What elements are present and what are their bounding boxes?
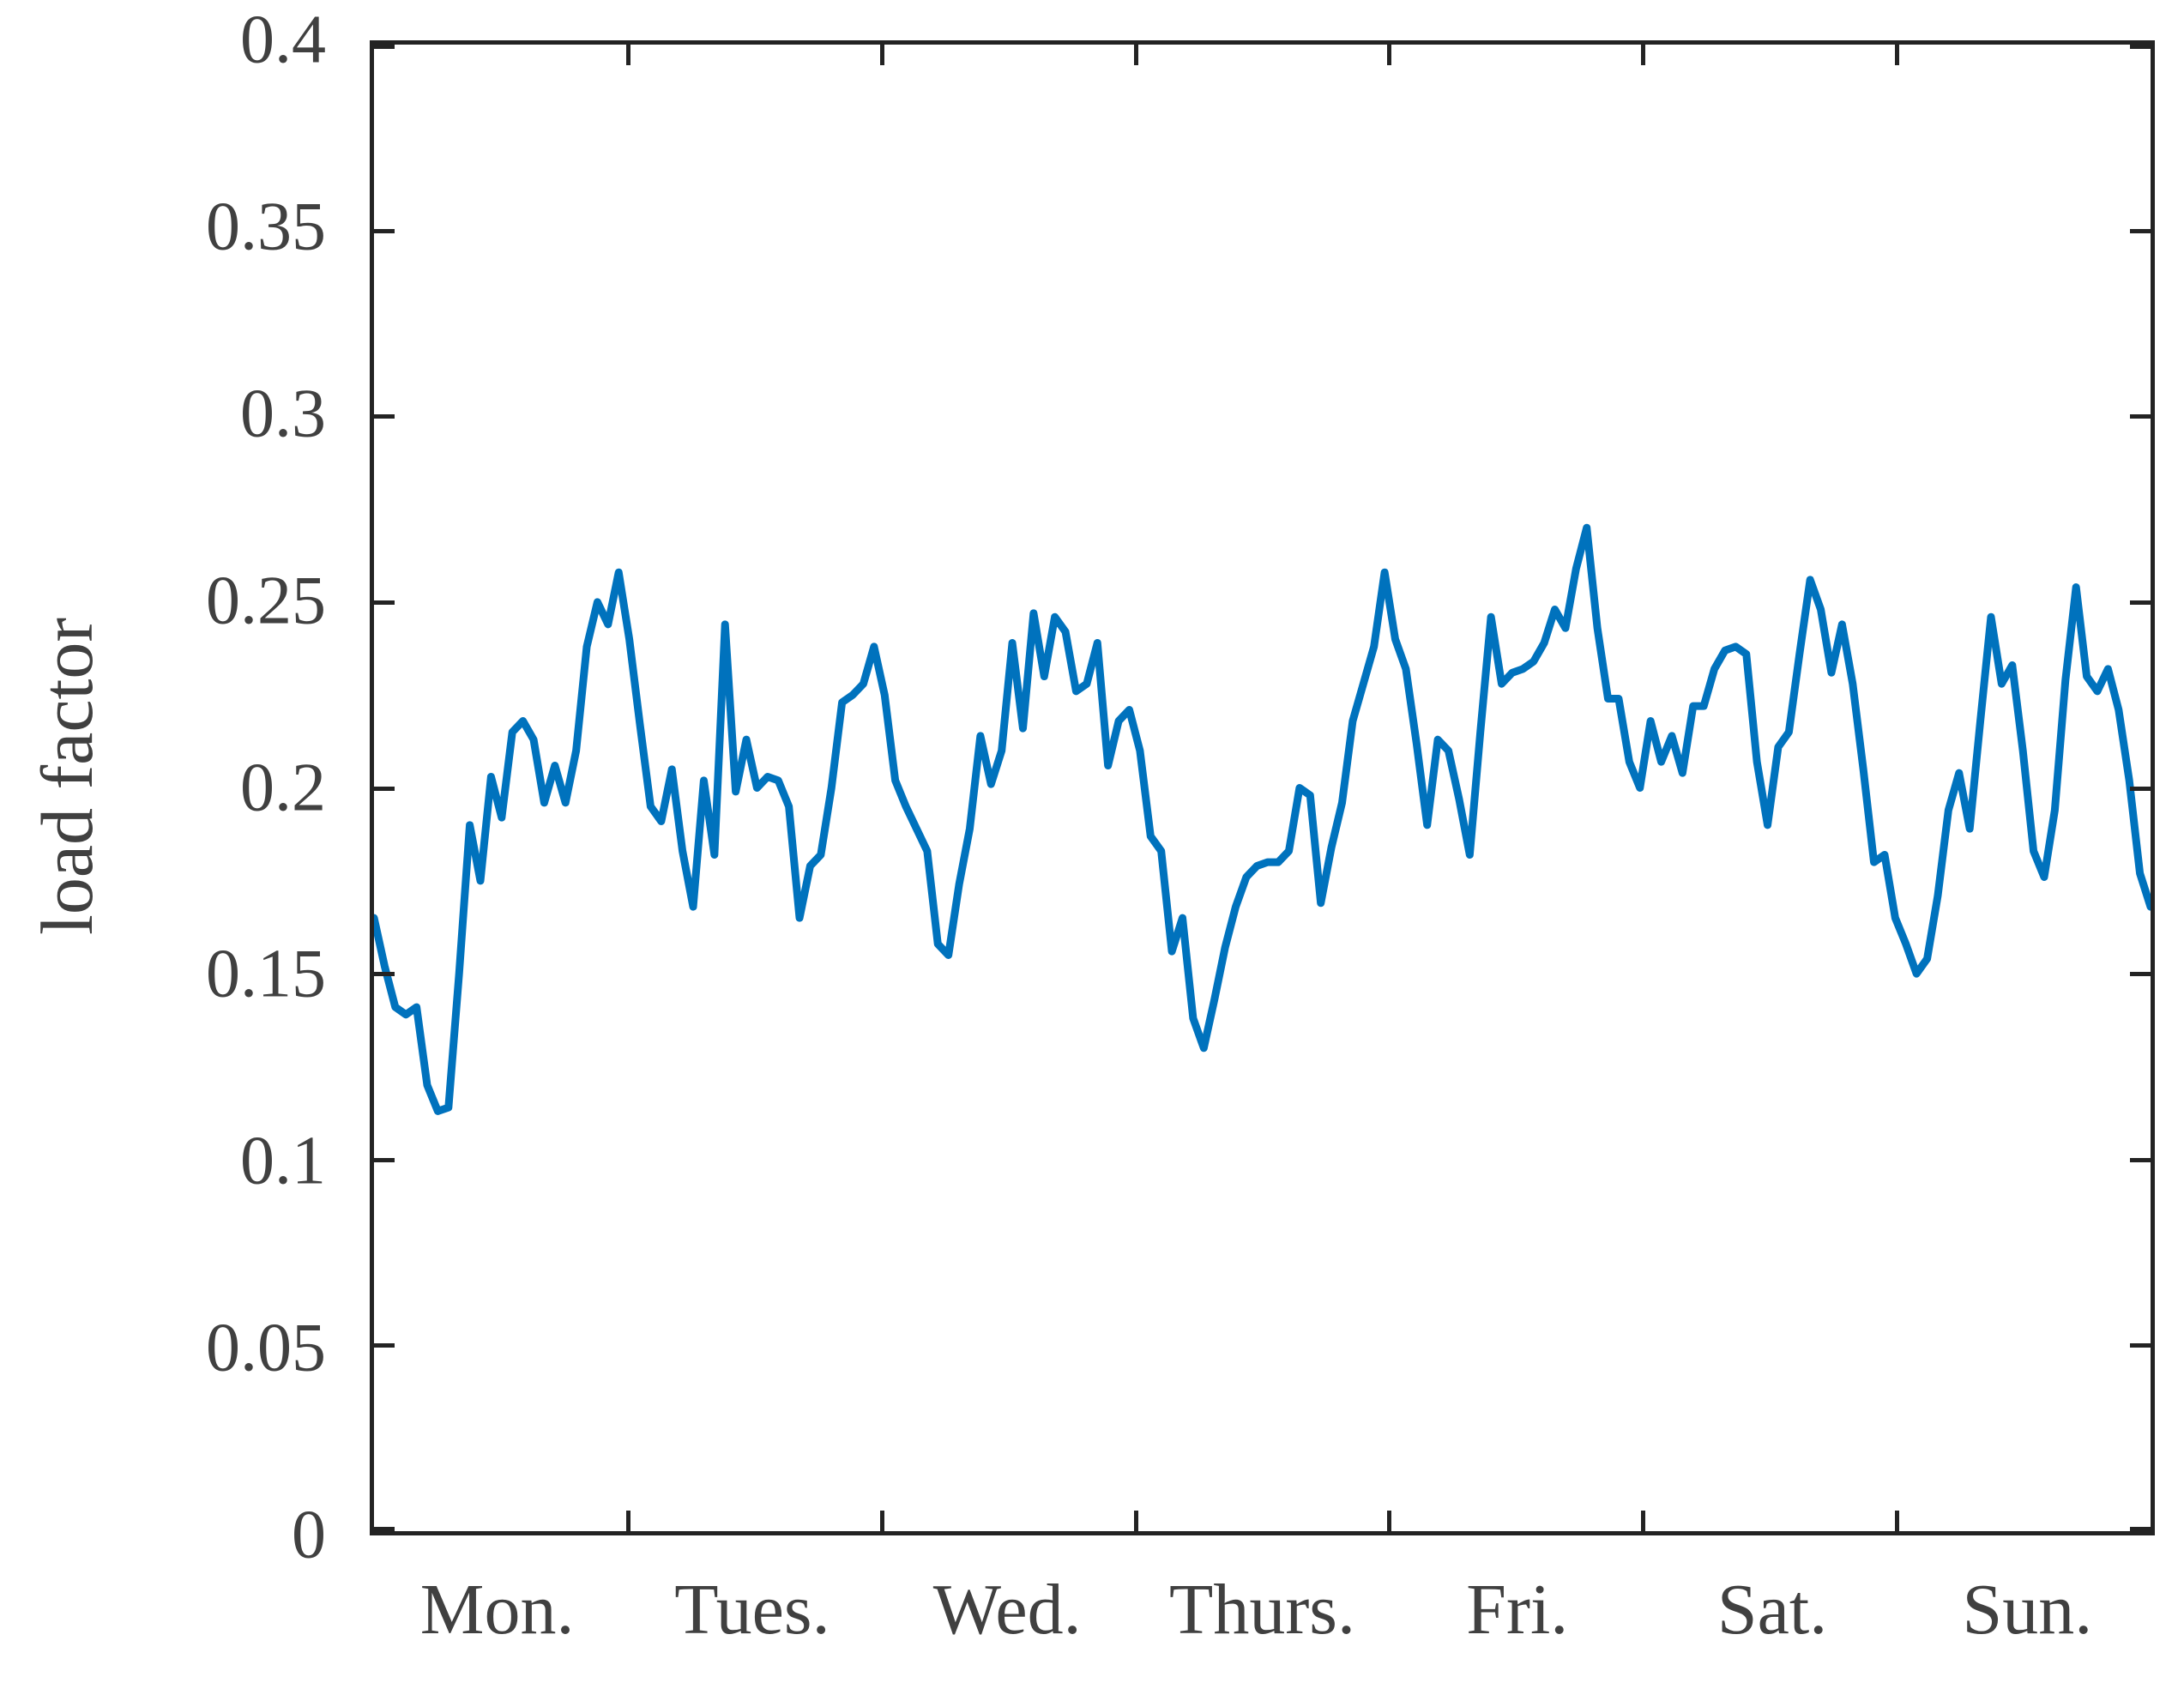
y-tick <box>374 787 395 791</box>
y-tick <box>2130 45 2151 49</box>
x-tick-label: Mon. <box>419 1570 575 1650</box>
x-tick-label: Wed. <box>932 1570 1082 1650</box>
x-tick-label: Fri. <box>1466 1570 1569 1650</box>
y-tick <box>374 972 395 976</box>
y-tick-label: 0 <box>292 1497 326 1573</box>
plot-area <box>370 40 2155 1535</box>
x-tick <box>1387 45 1391 65</box>
y-tick-label: 0.35 <box>206 189 326 265</box>
y-tick-label: 0.4 <box>240 2 326 78</box>
x-tick <box>1895 1511 1899 1531</box>
y-tick <box>2130 1527 2151 1531</box>
x-tick-label: Tues. <box>674 1570 830 1650</box>
y-tick <box>2130 972 2151 976</box>
y-tick <box>374 600 395 605</box>
y-tick <box>2130 1343 2151 1348</box>
x-tick <box>880 45 884 65</box>
x-tick-label: Sat. <box>1716 1570 1828 1650</box>
line-chart-svg <box>374 45 2151 1531</box>
x-tick <box>1134 1511 1138 1531</box>
y-tick <box>2130 1158 2151 1162</box>
y-tick-label: 0.25 <box>206 563 326 639</box>
x-tick <box>626 1511 630 1531</box>
y-tick-label: 0.2 <box>240 750 326 825</box>
y-tick <box>374 1527 395 1531</box>
y-tick-label: 0.3 <box>240 376 326 452</box>
y-tick-label: 0.15 <box>206 936 326 1012</box>
y-tick <box>374 414 395 419</box>
y-tick <box>374 229 395 233</box>
load-factor-line <box>374 528 2151 1111</box>
y-tick <box>374 45 395 49</box>
y-tick <box>2130 229 2151 233</box>
x-tick <box>626 45 630 65</box>
x-tick-label: Thurs. <box>1169 1570 1355 1650</box>
x-tick <box>1641 45 1645 65</box>
x-tick <box>1387 1511 1391 1531</box>
y-tick <box>374 1158 395 1162</box>
x-tick <box>1134 45 1138 65</box>
x-tick-label: Sun. <box>1962 1570 2093 1650</box>
y-tick <box>2130 787 2151 791</box>
y-tick-label: 0.05 <box>206 1310 326 1386</box>
y-tick <box>2130 414 2151 419</box>
x-tick <box>1641 1511 1645 1531</box>
y-tick-label: 0.1 <box>240 1123 326 1199</box>
x-tick <box>880 1511 884 1531</box>
y-tick <box>2130 600 2151 605</box>
x-tick <box>1895 45 1899 65</box>
y-tick <box>374 1343 395 1348</box>
